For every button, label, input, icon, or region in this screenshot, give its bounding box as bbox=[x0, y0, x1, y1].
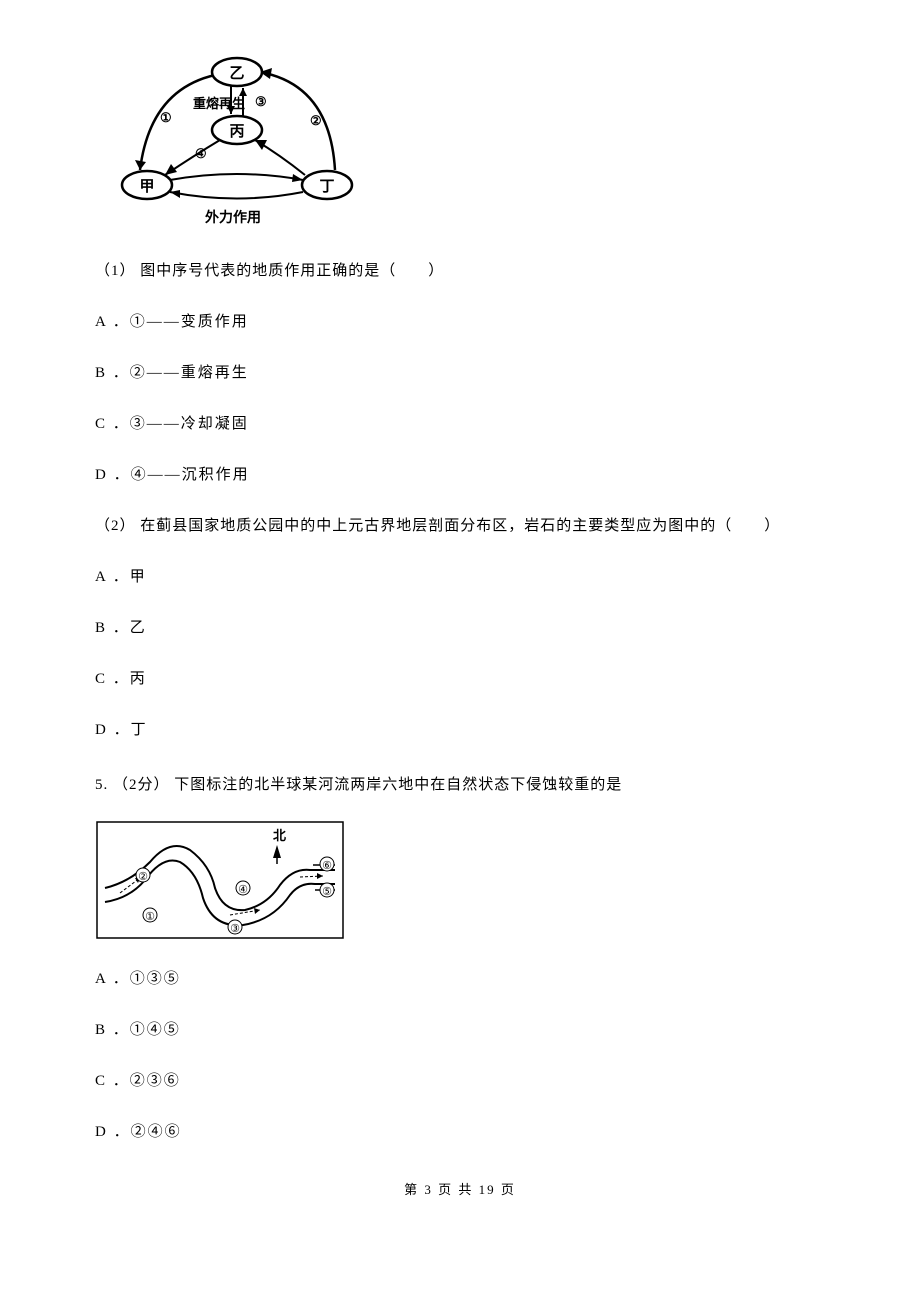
node-yi: 乙 bbox=[229, 66, 244, 82]
q2-option-d: D ．丁 bbox=[95, 714, 825, 747]
marker-2: ② bbox=[138, 871, 148, 883]
rock-cycle-diagram: 乙 丙 重熔再生 ③ ① ② ④ bbox=[105, 50, 825, 235]
node-jia: 甲 bbox=[139, 178, 154, 195]
q2-option-c: C ．丙 bbox=[95, 663, 825, 696]
q1-stem: （1） 图中序号代表的地质作用正确的是（ ） bbox=[95, 255, 825, 288]
north-label: 北 bbox=[273, 828, 286, 843]
q5-option-c: C ．②③⑥ bbox=[95, 1065, 825, 1098]
q1-option-b: B ．②——重熔再生 bbox=[95, 357, 825, 390]
label-external: 外力作用 bbox=[205, 209, 261, 226]
q1-option-d: D ．④——沉积作用 bbox=[95, 459, 825, 492]
page-content: 乙 丙 重熔再生 ③ ① ② ④ bbox=[0, 0, 920, 1218]
q2-stem: （2） 在蓟县国家地质公园中的中上元古界地层剖面分布区，岩石的主要类型应为图中的… bbox=[95, 510, 825, 543]
diagram1-svg: 乙 丙 重熔再生 ③ ① ② ④ bbox=[105, 50, 385, 230]
q1-option-a: A ．①——变质作用 bbox=[95, 306, 825, 339]
label-1: ① bbox=[160, 110, 172, 125]
q5-option-a: A ．①③⑤ bbox=[95, 963, 825, 996]
marker-3: ③ bbox=[230, 923, 240, 935]
node-bing: 丙 bbox=[229, 123, 244, 140]
river-diagram: 北 ② ① ③ ④ bbox=[95, 820, 825, 945]
label-remelt: 重熔再生 bbox=[193, 96, 245, 111]
marker-4: ④ bbox=[238, 884, 248, 896]
marker-6: ⑥ bbox=[322, 860, 332, 872]
q1-option-c: C ．③——冷却凝固 bbox=[95, 408, 825, 441]
q2-option-b: B ．乙 bbox=[95, 612, 825, 645]
node-ding: 丁 bbox=[319, 179, 334, 195]
page-footer: 第 3 页 共 19 页 bbox=[95, 1179, 825, 1198]
q5-stem: 5. （2分） 下图标注的北半球某河流两岸六地中在自然状态下侵蚀较重的是 bbox=[95, 769, 825, 802]
label-2: ② bbox=[310, 113, 322, 128]
marker-1: ① bbox=[145, 911, 155, 923]
marker-5: ⑤ bbox=[322, 886, 332, 898]
label-3: ③ bbox=[255, 94, 267, 109]
q2-option-a: A ．甲 bbox=[95, 561, 825, 594]
q5-option-b: B ．①④⑤ bbox=[95, 1014, 825, 1047]
diagram2-svg: 北 ② ① ③ ④ bbox=[95, 820, 345, 940]
q5-option-d: D ．②④⑥ bbox=[95, 1116, 825, 1149]
